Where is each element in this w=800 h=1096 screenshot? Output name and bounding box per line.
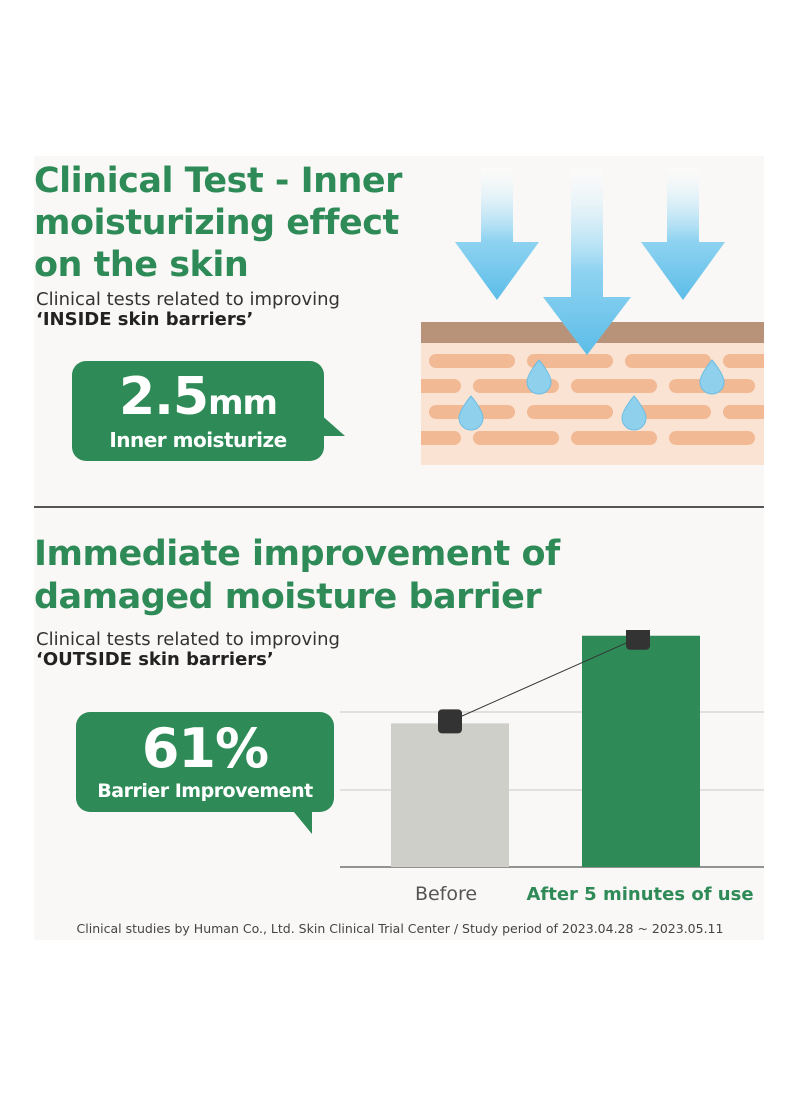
section1-subtitle-line2: ‘INSIDE skin barriers’ xyxy=(36,309,254,330)
inner-moisturize-label: Inner moisturize xyxy=(109,428,287,452)
section1-title: Clinical Test - Inner moisturizing effec… xyxy=(34,161,402,285)
x-label-after: After 5 minutes of use xyxy=(526,884,753,905)
trend-line xyxy=(449,637,639,722)
section2-subtitle-line1: Clinical tests related to improving xyxy=(36,629,340,650)
barrier-improvement-badge: 61% Barrier Improvement xyxy=(76,712,334,812)
bar-before xyxy=(391,723,509,867)
marker-after xyxy=(626,630,650,650)
section2-title: Immediate improvement of damaged moistur… xyxy=(34,534,560,617)
marker-before xyxy=(438,709,462,734)
section-divider xyxy=(34,506,764,508)
chart-line-overlay xyxy=(438,630,650,734)
barrier-improvement-label: Barrier Improvement xyxy=(97,780,313,802)
skin-cells xyxy=(421,354,764,445)
section1-subtitle-line1: Clinical tests related to improving xyxy=(36,289,340,310)
section2-subtitle: Clinical tests related to improving ‘OUT… xyxy=(36,630,340,670)
barrier-improvement-value: 61% xyxy=(141,717,269,780)
inner-moisturize-value: 2.5mm xyxy=(119,367,278,427)
x-label-before: Before xyxy=(415,883,477,905)
section1-subtitle: Clinical tests related to improving ‘INS… xyxy=(36,290,340,330)
section2-subtitle-line2: ‘OUTSIDE skin barriers’ xyxy=(36,649,274,670)
chart-x-labels: Before After 5 minutes of use xyxy=(415,883,754,905)
down-arrow-icons xyxy=(455,168,725,355)
inner-moisturize-badge: 2.5mm Inner moisturize xyxy=(72,361,324,461)
water-drop-icons xyxy=(458,359,725,431)
barrier-bar-chart: Before After 5 minutes of use xyxy=(340,630,764,905)
skin-layer-illustration xyxy=(421,168,764,465)
inner-moisturize-unit: mm xyxy=(208,383,278,423)
chart-bars xyxy=(391,635,700,867)
footer-note: Clinical studies by Human Co., Ltd. Skin… xyxy=(76,921,724,936)
bar-after xyxy=(582,635,700,867)
